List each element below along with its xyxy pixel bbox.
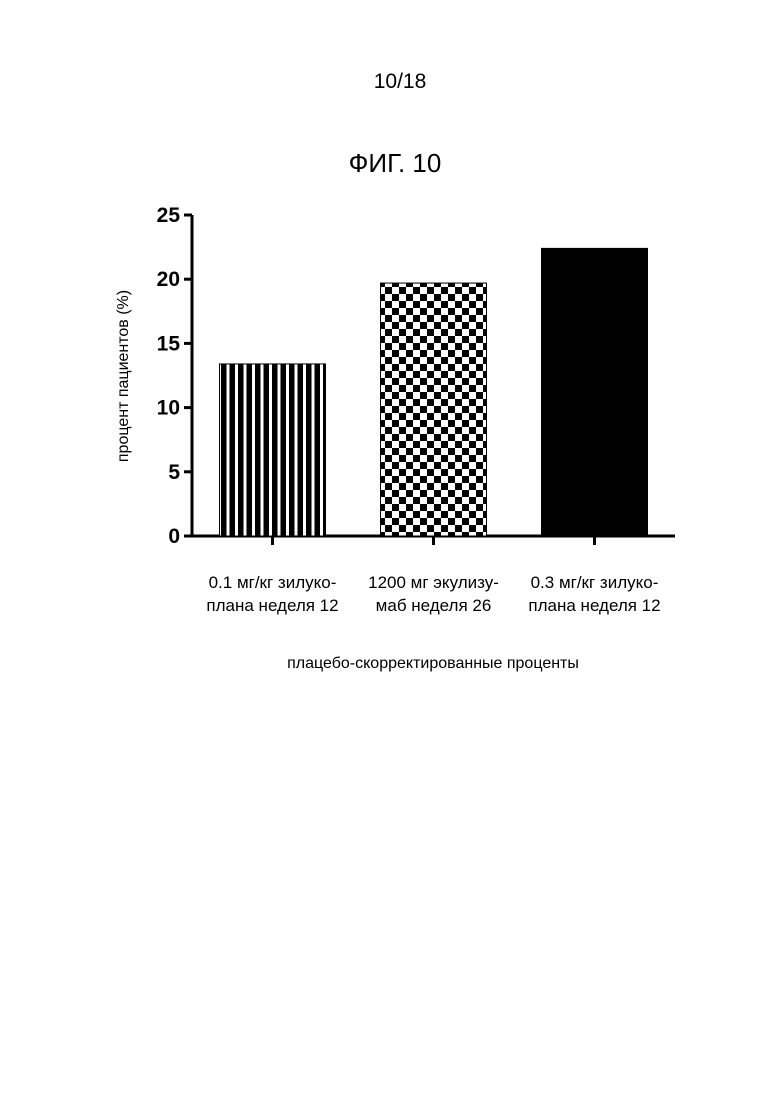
bar-1 bbox=[220, 364, 326, 536]
category-label: 0.3 мг/кг зилуко- bbox=[531, 573, 659, 592]
y-tick-label: 10 bbox=[157, 397, 180, 420]
category-label: плана неделя 12 bbox=[528, 596, 660, 615]
y-tick-label: 25 bbox=[157, 204, 181, 227]
bar-2 bbox=[381, 283, 487, 536]
category-label: маб неделя 26 bbox=[376, 596, 492, 615]
y-tick-label: 0 bbox=[168, 525, 180, 548]
y-axis: 0 5 10 15 20 25 bbox=[157, 204, 192, 548]
bars bbox=[220, 248, 648, 536]
y-tick-label: 20 bbox=[157, 268, 180, 291]
y-tick-label: 15 bbox=[157, 332, 181, 355]
bar-chart: 0 5 10 15 20 25 0.1 мг/кг зилуко-плана неделя… bbox=[0, 0, 780, 700]
category-label: 1200 мг экулизу- bbox=[368, 573, 499, 592]
category-labels: 0.1 мг/кг зилуко-плана неделя 12 1200 мг … bbox=[206, 573, 660, 615]
y-tick-label: 5 bbox=[168, 461, 180, 484]
category-label: плана неделя 12 bbox=[206, 596, 338, 615]
x-axis bbox=[191, 536, 676, 545]
bar-3 bbox=[542, 248, 648, 536]
y-axis-title: процент пациентов (%) bbox=[115, 290, 132, 462]
x-axis-title: плацебо-скорректированные проценты bbox=[287, 655, 579, 672]
category-label: 0.1 мг/кг зилуко- bbox=[209, 573, 337, 592]
